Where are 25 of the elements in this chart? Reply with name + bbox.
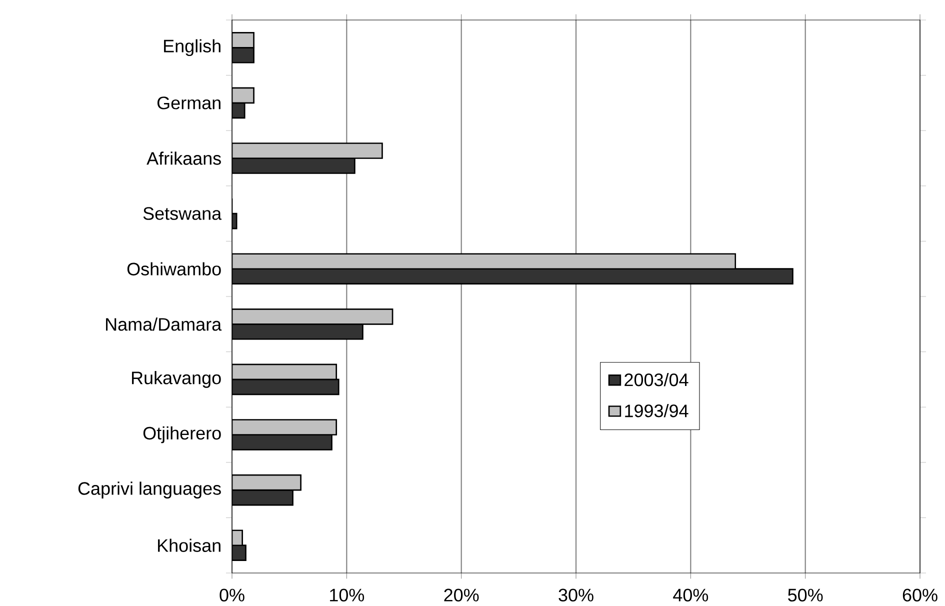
x-tick-label: 30% bbox=[558, 588, 594, 602]
bar bbox=[232, 489, 294, 506]
legend-label: 2003/04 bbox=[624, 373, 688, 386]
y-tick-label: Rukavango bbox=[132, 371, 221, 388]
bar bbox=[232, 378, 340, 396]
bar bbox=[232, 364, 338, 380]
y-tick-label: Khoisan bbox=[158, 538, 220, 552]
bar bbox=[232, 268, 794, 285]
legend-label: 1993/94 bbox=[625, 404, 688, 418]
x-tick-label: 50% bbox=[788, 588, 823, 602]
bar bbox=[232, 474, 302, 491]
x-tick-label: 20% bbox=[444, 588, 479, 602]
bar bbox=[232, 253, 736, 270]
y-tick-label: Caprivi languages bbox=[78, 482, 221, 498]
y-tick-label: Otjiherero bbox=[143, 426, 221, 444]
x-tick-label: 0% bbox=[220, 588, 244, 602]
x-tick-label: 40% bbox=[673, 588, 708, 602]
y-tick-label: Nama/Damara bbox=[106, 318, 222, 331]
x-tick-label: 10% bbox=[330, 588, 364, 602]
x-tick-label: 60% bbox=[902, 588, 938, 602]
y-tick-label: Oshiwambo bbox=[127, 262, 221, 276]
y-tick-label: German bbox=[157, 96, 220, 110]
y-tick-label: Setswana bbox=[143, 207, 222, 220]
y-tick-label: Afrikaans bbox=[146, 152, 221, 165]
y-tick-label: English bbox=[164, 39, 220, 56]
